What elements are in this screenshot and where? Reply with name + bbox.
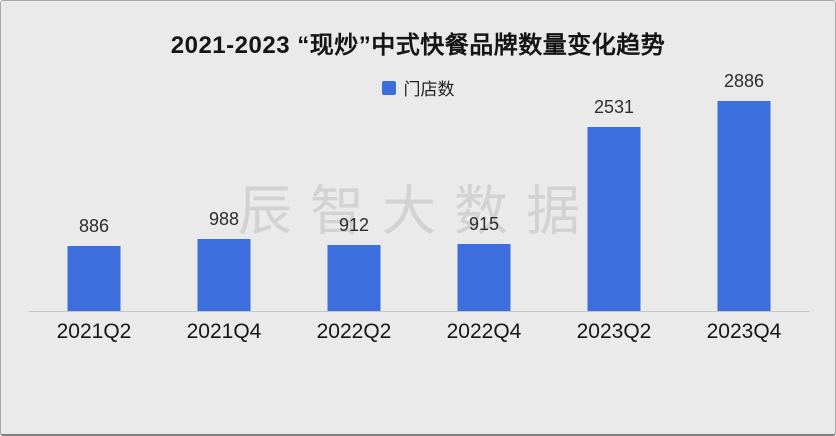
bar-group: 886: [29, 96, 159, 311]
bar-value-label: 915: [468, 214, 500, 234]
x-axis-label: 2023Q4: [706, 320, 782, 343]
x-axis-labels: 2021Q2 2021Q4 2022Q2 2022Q4 2023Q2 2023Q4: [29, 320, 809, 344]
watermark-text: 辰智大数据: [238, 181, 598, 242]
bar: [67, 246, 121, 311]
bar-value-label: 912: [338, 215, 370, 235]
legend-swatch-icon: [381, 80, 396, 95]
bar: [717, 101, 771, 311]
legend: 门店数: [1, 75, 835, 100]
legend-label: 门店数: [403, 80, 455, 99]
bar: [327, 245, 381, 311]
bar-value-label: 988: [208, 209, 240, 229]
bar-group: 2531: [549, 96, 679, 311]
bar-value-label: 2531: [593, 97, 635, 117]
chart-title: 2021-2023 “现炒”中式快餐品牌数量变化趋势: [170, 32, 666, 59]
x-axis-label: 2021Q4: [186, 320, 262, 343]
plot-area: 886 988 912 915 2531 2886: [29, 71, 809, 311]
bar: [197, 239, 251, 311]
bar-group: 988: [159, 96, 289, 311]
bar-value-label: 2886: [723, 71, 765, 91]
x-axis-label: 2023Q2: [576, 320, 652, 343]
bar: [587, 127, 641, 311]
bar-value-label: 886: [78, 216, 110, 236]
bar-group: 2886: [679, 71, 809, 311]
bar: [457, 244, 511, 311]
x-axis-label: 2022Q4: [446, 320, 522, 343]
x-axis-label: 2021Q2: [56, 320, 132, 343]
bar-group: 912: [289, 96, 419, 311]
x-axis-label: 2022Q2: [316, 320, 392, 343]
bar-group: 915: [419, 96, 549, 311]
x-axis-line: [29, 311, 809, 312]
